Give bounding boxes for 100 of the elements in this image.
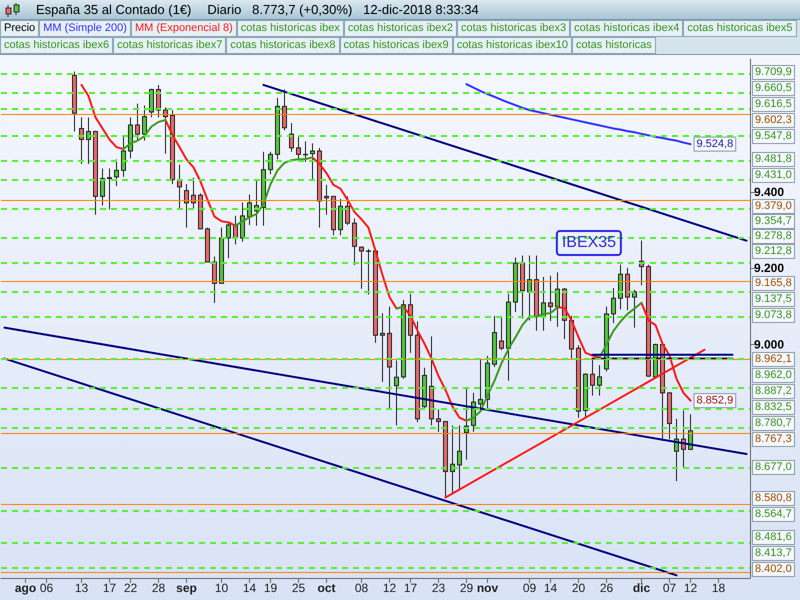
candlestick <box>359 246 364 290</box>
candlestick <box>520 255 525 319</box>
candlestick <box>576 344 581 418</box>
candlestick <box>324 184 329 216</box>
chart-title: España 35 al Contado (1€) <box>36 2 192 17</box>
legend-label: Precio <box>0 20 40 37</box>
candlestick <box>492 315 497 368</box>
candlestick <box>303 140 308 163</box>
y-tick-label: 9.400 <box>754 184 784 199</box>
candlestick <box>590 358 595 396</box>
candlestick <box>205 227 210 263</box>
ref-line-label: 9.165,8 <box>752 276 795 292</box>
x-tick-label: oct <box>318 581 336 595</box>
text: cotas historicas ibex7 <box>113 37 226 54</box>
chart-subtitle: Diario 8.773,7 (+0,30%) 12-dic-2018 8:33:34 <box>207 2 479 17</box>
candlestick <box>100 168 105 206</box>
x-tick-label: 22 <box>124 581 138 595</box>
candlestick <box>611 287 616 324</box>
candlestick <box>184 184 189 228</box>
ref-line-label: 9.547,8 <box>752 129 795 144</box>
x-tick-label: 14 <box>242 581 256 595</box>
x-tick-label: ago <box>14 581 36 595</box>
candlestick <box>212 256 217 304</box>
candlestick <box>128 116 133 159</box>
candlestick <box>625 267 630 311</box>
candlestick <box>198 192 203 230</box>
candlestick <box>436 408 441 432</box>
x-tick-label: 18 <box>712 581 726 595</box>
candlestick <box>380 312 385 382</box>
x-tick-label: 17 <box>102 581 116 595</box>
candlestick <box>135 103 140 140</box>
x-tick-label: nov <box>476 581 498 595</box>
candlestick <box>79 116 84 164</box>
candlestick <box>338 198 343 236</box>
candlestick <box>548 275 553 322</box>
candlestick <box>149 88 154 118</box>
ref-line-label: 9.709,9 <box>752 65 795 80</box>
x-tick-label: 25 <box>292 581 306 595</box>
candlestick <box>366 248 371 295</box>
candlestick <box>527 255 532 321</box>
candlestick <box>352 218 357 266</box>
ref-line-label: 8.413,7 <box>752 546 795 561</box>
candlestick <box>450 424 455 494</box>
candlestick <box>632 289 637 328</box>
x-tick-label: 23 <box>432 581 446 595</box>
candlestick <box>443 421 448 498</box>
candlestick <box>331 196 336 236</box>
text: cotas historicas ibex6 <box>0 37 114 54</box>
text: cotas historicas ibex2 <box>344 20 457 37</box>
x-tick-label: sep <box>176 581 197 595</box>
x-tick-label: 13 <box>74 581 88 595</box>
candlestick <box>219 227 224 284</box>
candlestick <box>401 300 406 380</box>
candlestick <box>478 358 483 410</box>
text: MM (Simple 200) <box>39 20 131 37</box>
ref-line-label: 8.887,2 <box>752 384 795 400</box>
ref-line-label: 8.677,0 <box>752 460 795 475</box>
ref-line-label: 8.962,0 <box>752 368 795 384</box>
ref-line-label: 9.379,0 <box>752 198 795 214</box>
ref-line-label: 8.767,3 <box>752 432 795 448</box>
ref-line-label: 9.616,5 <box>752 97 795 112</box>
x-tick-label: 28 <box>152 581 166 595</box>
x-tick-label: 07 <box>662 581 676 595</box>
ref-line-label: 9.212,8 <box>752 244 795 260</box>
text: cotas historicas ibex5 <box>683 20 796 37</box>
candlestick <box>506 293 511 382</box>
candlestick <box>268 151 273 175</box>
candlestick <box>310 142 315 180</box>
text: cotas historicas ibex10 <box>452 37 572 54</box>
candlestick <box>597 364 602 396</box>
ref-line-label: 9.431,0 <box>752 168 795 183</box>
data-label: 8.852,9 <box>696 394 734 407</box>
ref-line-label: 9.278,8 <box>752 229 795 244</box>
candlestick <box>422 367 427 410</box>
candlestick <box>72 71 77 132</box>
candlestick <box>534 255 539 332</box>
candlestick <box>394 360 399 426</box>
ref-line-label: 8.580,8 <box>752 491 795 506</box>
candlestick <box>93 130 98 216</box>
candlestick <box>114 158 119 187</box>
x-tick-label: 12 <box>684 581 698 595</box>
candlestick <box>289 122 294 152</box>
x-tick-label: dic <box>632 581 650 595</box>
text: MM (Exponencial 8) <box>130 20 237 37</box>
x-tick-label: 10 <box>214 581 228 595</box>
candlestick <box>555 272 560 328</box>
x-tick-label: 19 <box>264 581 278 595</box>
candlestick <box>513 256 518 313</box>
ref-line-label: 9.660,5 <box>752 81 795 96</box>
candlestick <box>240 202 245 242</box>
candlestick <box>296 134 301 161</box>
y-tick-label: 9.200 <box>754 261 784 276</box>
ref-line-label: 8.962,1 <box>752 352 795 368</box>
x-tick-label: 17 <box>404 581 418 595</box>
ref-line-label: 8.564,7 <box>752 507 795 522</box>
candlestick <box>569 315 574 360</box>
ref-line-label: 8.832,5 <box>752 400 795 416</box>
x-tick-label: 20 <box>572 581 586 595</box>
candlestick <box>667 392 672 440</box>
x-tick-label: 06 <box>40 581 54 595</box>
